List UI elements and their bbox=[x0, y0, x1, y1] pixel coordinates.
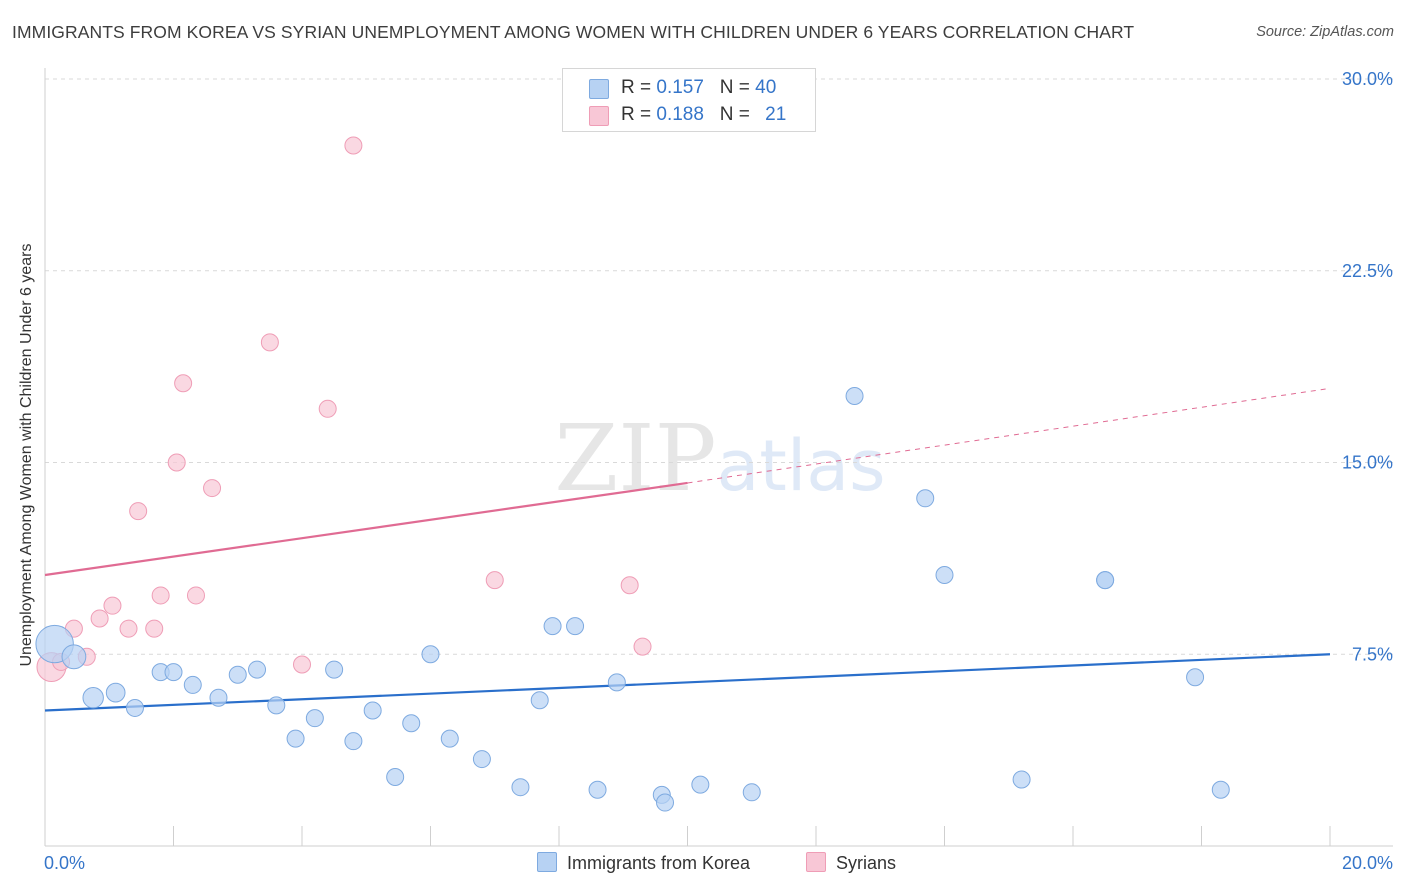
data-points bbox=[35, 136, 1230, 812]
data-point-syrian-12 bbox=[186, 586, 205, 605]
trend-line-syrian bbox=[44, 481, 688, 577]
data-point-korea-14 bbox=[325, 660, 344, 679]
legend-swatch-korea bbox=[589, 79, 609, 99]
legend-n-value-korea: 40 bbox=[755, 77, 777, 98]
legend-n-label: N = bbox=[719, 77, 756, 98]
axes bbox=[44, 68, 1393, 847]
data-point-syrian-20 bbox=[633, 637, 652, 656]
data-point-syrian-10 bbox=[167, 453, 186, 472]
bottom-legend-label-syrian: Syrians bbox=[836, 853, 897, 873]
legend: R = 0.157 N = 40 R = 0.188 N = 21 bbox=[562, 68, 816, 132]
data-point-korea-15 bbox=[344, 732, 363, 751]
legend-n-label: N = bbox=[719, 104, 756, 125]
trend-lines bbox=[44, 387, 1331, 712]
watermark-zip: ZIP bbox=[554, 405, 716, 512]
data-point-korea-17 bbox=[386, 767, 405, 786]
data-point-korea-6 bbox=[164, 663, 183, 682]
data-point-korea-16 bbox=[363, 701, 382, 720]
y-axis-label: Unemployment Among Women with Children U… bbox=[18, 243, 35, 667]
data-point-korea-32 bbox=[845, 387, 864, 406]
data-point-korea-10 bbox=[248, 660, 267, 679]
data-point-korea-25 bbox=[566, 617, 585, 636]
data-point-korea-33 bbox=[916, 489, 935, 508]
data-point-korea-21 bbox=[472, 750, 491, 769]
bottom-legend-label-korea: Immigrants from Korea bbox=[567, 853, 751, 873]
x-tick-label-min: 0.0% bbox=[44, 853, 85, 873]
data-point-korea-30 bbox=[691, 775, 710, 794]
data-point-syrian-11 bbox=[174, 374, 193, 393]
tick-labels: 7.5% 15.0% 22.5% 30.0% 0.0% 20.0% bbox=[44, 69, 1393, 873]
data-point-korea-24 bbox=[543, 617, 562, 636]
trend-line-korea bbox=[44, 653, 1331, 712]
source-credit: Source: ZipAtlas.com bbox=[1256, 24, 1394, 40]
y-tick-label-3: 30.0% bbox=[1342, 69, 1393, 89]
data-point-korea-13 bbox=[305, 709, 324, 728]
data-point-syrian-9 bbox=[151, 586, 170, 605]
data-point-syrian-4 bbox=[90, 609, 109, 628]
data-point-korea-11 bbox=[267, 696, 286, 715]
data-point-syrian-13 bbox=[203, 479, 222, 498]
legend-n-value-syrian: 21 bbox=[765, 104, 787, 125]
data-point-korea-8 bbox=[209, 688, 228, 707]
data-point-syrian-15 bbox=[293, 655, 311, 674]
data-point-korea-18 bbox=[402, 714, 421, 733]
legend-r-label: R = bbox=[621, 104, 657, 125]
y-tick-label-1: 15.0% bbox=[1342, 453, 1393, 473]
legend-swatch-syrian bbox=[589, 106, 609, 126]
data-point-syrian-14 bbox=[260, 333, 279, 352]
data-point-korea-26 bbox=[588, 780, 607, 799]
bottom-legend-swatch-syrian bbox=[806, 852, 826, 872]
legend-text-korea: R = 0.157 N = 40 bbox=[621, 77, 776, 99]
data-point-korea-27 bbox=[607, 673, 626, 692]
data-point-korea-37 bbox=[1096, 571, 1115, 590]
data-point-syrian-7 bbox=[129, 502, 148, 521]
data-point-korea-2 bbox=[82, 687, 104, 709]
y-tick-label-2: 22.5% bbox=[1342, 261, 1393, 281]
legend-text-syrian: R = 0.188 N = 21 bbox=[621, 104, 786, 126]
data-point-korea-35 bbox=[1012, 770, 1031, 789]
watermark: ZIPatlas bbox=[554, 405, 885, 512]
data-point-syrian-16 bbox=[318, 399, 337, 418]
data-point-korea-4 bbox=[125, 698, 144, 717]
legend-r-value-syrian: 0.188 bbox=[656, 104, 704, 125]
data-point-korea-19 bbox=[421, 645, 440, 664]
data-point-syrian-19 bbox=[620, 576, 639, 595]
data-point-korea-3 bbox=[105, 682, 126, 703]
bottom-legend-korea: Immigrants from Korea bbox=[537, 852, 750, 874]
y-tick-label-0: 7.5% bbox=[1352, 644, 1393, 664]
legend-r-value-korea: 0.157 bbox=[656, 77, 704, 98]
bottom-legend-swatch-korea bbox=[537, 852, 557, 872]
data-point-syrian-6 bbox=[119, 619, 138, 638]
chart-title: IMMIGRANTS FROM KOREA VS SYRIAN UNEMPLOY… bbox=[12, 22, 1135, 42]
legend-r-label: R = bbox=[621, 77, 657, 98]
data-point-korea-22 bbox=[511, 778, 530, 797]
data-point-korea-1 bbox=[61, 644, 87, 670]
x-tick-label-max: 20.0% bbox=[1342, 853, 1393, 873]
data-point-korea-23 bbox=[530, 691, 549, 710]
bottom-legend-syrian: Syrians bbox=[806, 852, 896, 874]
data-point-syrian-8 bbox=[145, 619, 164, 638]
data-point-korea-34 bbox=[935, 565, 954, 584]
grid-lines bbox=[45, 78, 1393, 655]
data-point-korea-29 bbox=[656, 793, 675, 812]
trend-line-syrian-extension bbox=[687, 387, 1331, 484]
data-point-korea-31 bbox=[742, 783, 761, 802]
data-point-syrian-17 bbox=[344, 136, 363, 155]
data-point-korea-12 bbox=[286, 729, 305, 748]
data-point-korea-9 bbox=[228, 665, 247, 684]
data-point-korea-7 bbox=[183, 675, 202, 694]
data-point-korea-20 bbox=[440, 729, 459, 748]
data-point-syrian-18 bbox=[485, 571, 504, 590]
data-point-syrian-5 bbox=[103, 596, 122, 615]
data-point-korea-39 bbox=[1211, 780, 1230, 799]
data-point-korea-38 bbox=[1186, 668, 1205, 687]
